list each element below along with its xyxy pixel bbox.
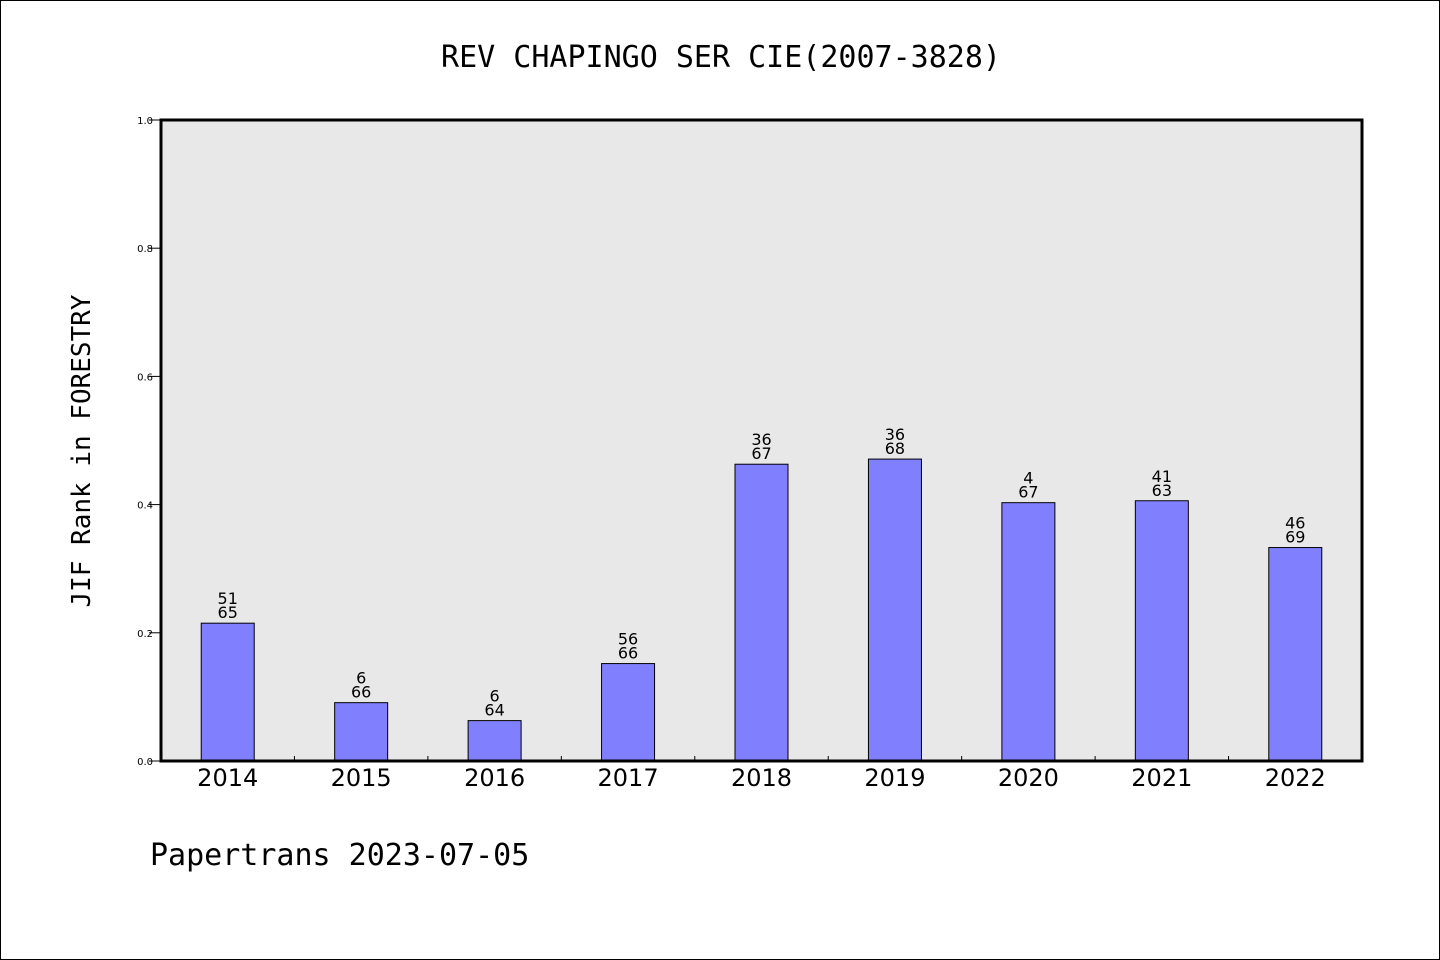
x-tick-label: 2021 xyxy=(1131,764,1192,792)
bar-label-total: 63 xyxy=(1152,481,1172,500)
x-tick-label: 2019 xyxy=(864,764,925,792)
y-tick-label: 0.8 xyxy=(137,244,153,255)
bar-label-total: 67 xyxy=(751,444,771,463)
x-tick-label: 2017 xyxy=(598,764,659,792)
y-tick-label: 1.0 xyxy=(137,116,153,127)
bar-label-rank: 6 xyxy=(490,687,500,706)
bar-label-total: 68 xyxy=(885,439,905,458)
bar-label-total: 69 xyxy=(1285,528,1305,547)
y-tick-label: 0.2 xyxy=(137,629,153,640)
bar-2019 xyxy=(867,458,922,762)
bar-2017 xyxy=(601,663,656,762)
bar-2021 xyxy=(1134,500,1189,762)
axis-ticks: 0.0 0.2 0.4 0.6 0.8 1.0 xyxy=(137,116,1230,768)
y-axis-label: JIF Rank in FORESTRY xyxy=(67,294,97,607)
bars: 5165201466620156642016566620173667201836… xyxy=(197,425,1326,792)
bar-label-rank: 51 xyxy=(218,589,238,608)
bar-label-rank: 36 xyxy=(751,430,771,449)
y-tick-label: 0.6 xyxy=(137,372,153,383)
bar-label-rank: 46 xyxy=(1285,514,1305,533)
x-tick-label: 2015 xyxy=(331,764,392,792)
bar-label-total: 67 xyxy=(1018,483,1038,502)
x-tick-label: 2020 xyxy=(998,764,1059,792)
plot-border xyxy=(159,118,1364,763)
bar-label-total: 64 xyxy=(484,701,504,720)
x-tick-label: 2014 xyxy=(197,764,258,792)
y-tick-label: 0.0 xyxy=(137,757,153,768)
footer-credit: Papertrans 2023-07-05 xyxy=(150,838,529,873)
bar-2016 xyxy=(467,720,522,762)
bar-label-total: 66 xyxy=(351,683,371,702)
bar-label-rank: 6 xyxy=(356,669,366,688)
y-tick-label: 0.4 xyxy=(137,501,153,512)
bar-label-rank: 4 xyxy=(1023,469,1033,488)
bar-label-total: 66 xyxy=(618,644,638,663)
bar-label-rank: 56 xyxy=(618,630,638,649)
bar-2015 xyxy=(334,702,389,762)
x-tick-label: 2022 xyxy=(1265,764,1326,792)
bar-label-total: 65 xyxy=(218,603,238,622)
bar-2014 xyxy=(200,622,255,762)
x-tick-label: 2016 xyxy=(464,764,525,792)
bar-2022 xyxy=(1268,547,1323,762)
bar-label-rank: 36 xyxy=(885,425,905,444)
x-tick-label: 2018 xyxy=(731,764,792,792)
chart-title: REV CHAPINGO SER CIE(2007-3828) xyxy=(441,40,1001,75)
bar-2020 xyxy=(1001,502,1056,762)
bar-2018 xyxy=(734,463,789,762)
bar-label-rank: 41 xyxy=(1152,467,1172,486)
